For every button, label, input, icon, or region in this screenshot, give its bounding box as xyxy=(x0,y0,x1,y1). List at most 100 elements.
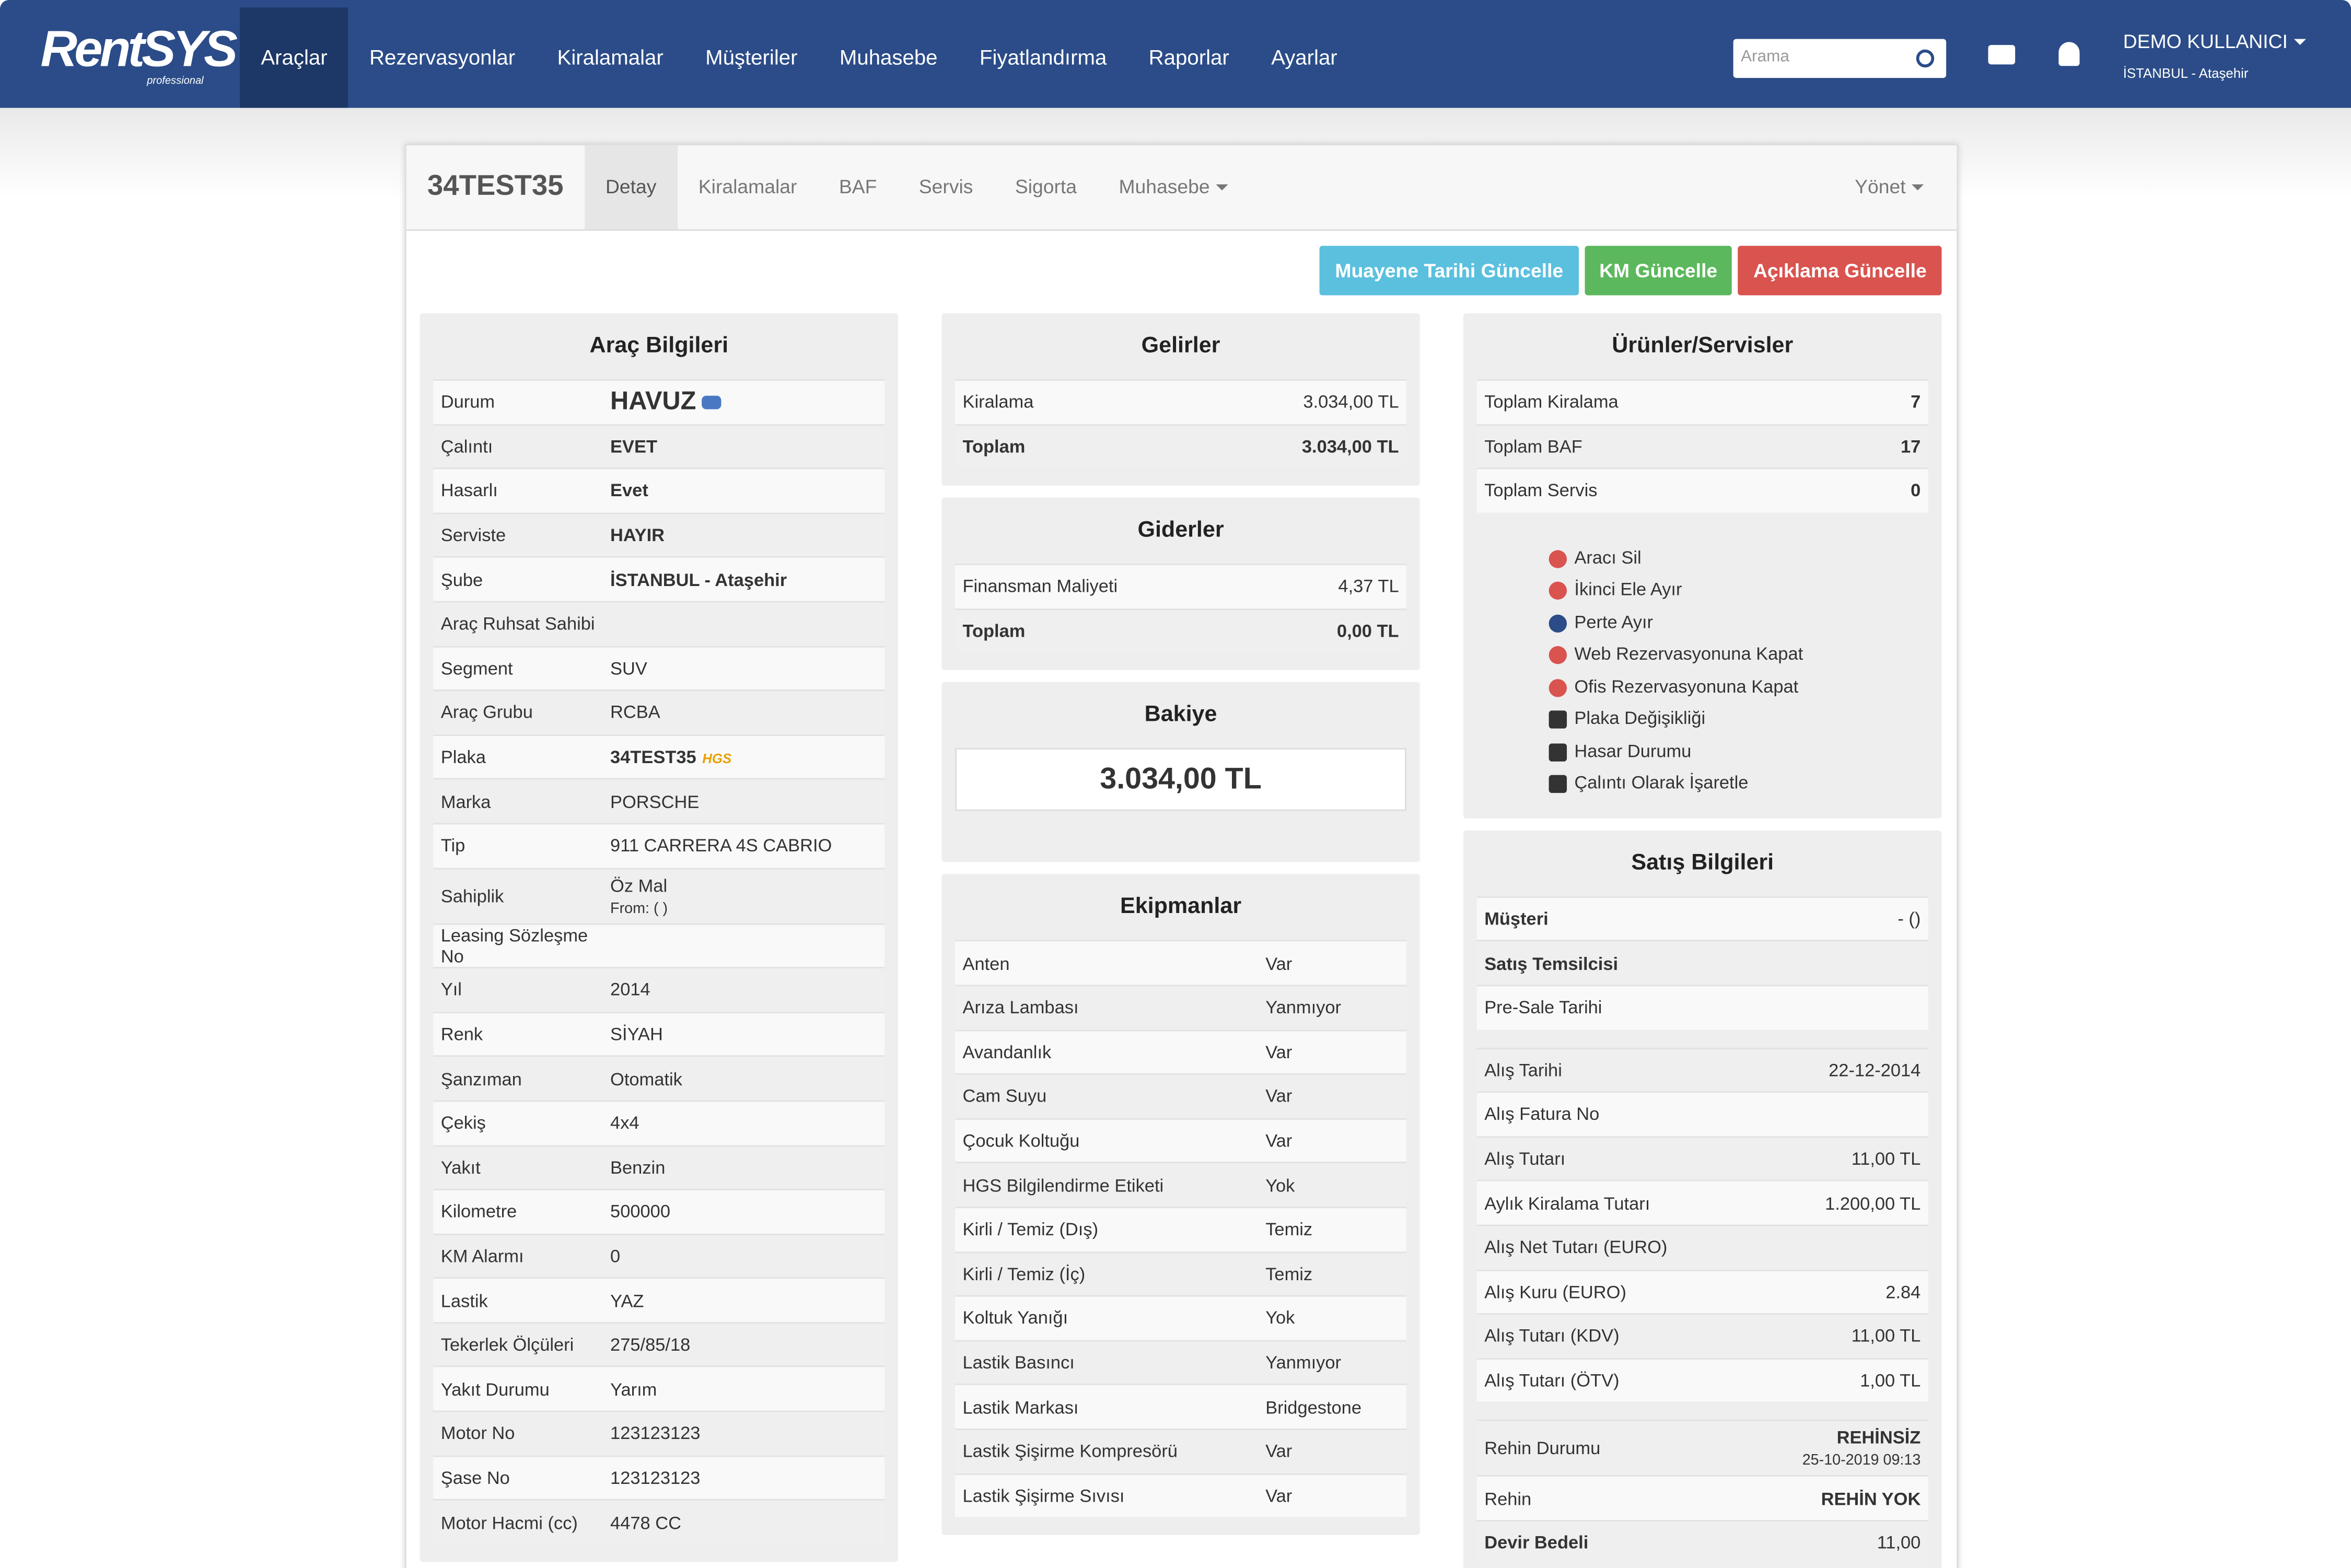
row-label: Cam Suyu xyxy=(962,1086,1047,1107)
logo[interactable]: RentSYS xyxy=(40,21,238,78)
row-value: Otomatik xyxy=(610,1062,877,1095)
row-label: Tip xyxy=(440,835,465,857)
table-row: Segment SUV xyxy=(433,645,885,690)
table-row: Arıza Lambası Yanmıyor xyxy=(955,985,1406,1029)
table-row: Serviste HAYIR xyxy=(433,512,885,557)
row-value: Var xyxy=(1265,1080,1399,1113)
row-value: HAYIR xyxy=(610,519,877,552)
value-text: 11,00 xyxy=(1877,1532,1921,1553)
action-link[interactable]: Perte Ayır xyxy=(1549,607,1928,639)
table-row: Kirli / Temiz (İç) Temiz xyxy=(955,1251,1406,1295)
nav-item[interactable]: Muhasebe xyxy=(839,45,938,69)
row-label: Pre-Sale Tarihi xyxy=(1484,997,1602,1019)
tab[interactable]: Kiralamalar xyxy=(678,145,818,229)
tab[interactable]: BAF xyxy=(818,145,898,229)
row-label: Tekerlek Ölçüleri xyxy=(440,1334,574,1355)
panel-title: Ekipmanlar xyxy=(1120,894,1242,920)
row-label: Durum xyxy=(440,391,495,413)
value-text: SİYAH xyxy=(610,1024,663,1045)
row-value: 17 xyxy=(1703,430,1921,463)
caret xyxy=(1912,184,1924,196)
action-button[interactable]: Muayene Tarihi Güncelle xyxy=(1320,245,1578,296)
value-text: Yok xyxy=(1265,1174,1295,1196)
logo-subtitle: professional xyxy=(147,76,204,87)
table: Kiralama 3.034,00 TL Toplam 3.034,00 TL xyxy=(955,379,1406,468)
table-row: Rehin REHİN YOK xyxy=(1476,1475,1928,1520)
row-label: Lastik Basıncı xyxy=(962,1352,1075,1373)
table-row: Toplam Kiralama 7 xyxy=(1476,379,1928,424)
row-label: Rehin Durumu xyxy=(1484,1438,1601,1459)
table-row: Alış Fatura No xyxy=(1476,1091,1928,1136)
tab[interactable]: Servis xyxy=(898,145,994,229)
row-value: 11,00 xyxy=(1703,1526,1921,1559)
table-row: Şanzıman Otomatik xyxy=(433,1056,885,1101)
row-value: 0 xyxy=(1703,474,1921,507)
value-text: 1.200,00 TL xyxy=(1825,1192,1921,1214)
row-label: Serviste xyxy=(440,524,506,546)
row-label: Lastik Şişirme Sıvısı xyxy=(962,1485,1125,1506)
search-icon[interactable] xyxy=(1916,49,1935,68)
table-row: Çekiş 4x4 xyxy=(433,1100,885,1145)
row-label: Yakıt xyxy=(440,1156,481,1178)
action-link[interactable]: Hasar Durumu xyxy=(1549,735,1928,768)
manage-dropdown[interactable]: Yönet xyxy=(1834,145,1945,229)
action-link[interactable]: Web Rezervasyonuna Kapat xyxy=(1549,639,1928,671)
value-text: 0 xyxy=(1911,480,1921,501)
row-label: Kilometre xyxy=(440,1201,517,1223)
value-text: EVET xyxy=(610,436,658,458)
table-row: Yıl 2014 xyxy=(433,967,885,1012)
user-name[interactable]: DEMO KULLANICI xyxy=(2123,30,2306,52)
table-row: Sahiplik Öz Mal From: ( ) xyxy=(433,867,885,923)
table-row: Kiralama 3.034,00 TL xyxy=(955,379,1406,424)
nav-item[interactable]: Fiyatlandırma xyxy=(979,45,1107,69)
action-link[interactable]: Aracı Sil xyxy=(1549,542,1928,575)
table-row: Kilometre 500000 xyxy=(433,1189,885,1234)
nav-item[interactable]: Rezervasyonlar xyxy=(369,45,516,69)
row-label: Lastik Şişirme Kompresörü xyxy=(962,1441,1178,1462)
row-label: Satış Temsilcisi xyxy=(1484,953,1619,974)
action-text: Plaka Değişikliği xyxy=(1574,708,1706,729)
nav-item[interactable]: Kiralamalar xyxy=(557,45,664,69)
row-label: Şube xyxy=(440,569,483,590)
table-row: Hasarlı Evet xyxy=(433,467,885,512)
table-row: KM Alarmı 0 xyxy=(433,1233,885,1278)
table-row: Motor Hacmi (cc) 4478 CC xyxy=(433,1499,885,1544)
value-text: REHİN YOK xyxy=(1821,1488,1921,1509)
row-label: Çocuk Koltuğu xyxy=(962,1130,1080,1152)
value-text: Yanmıyor xyxy=(1265,1352,1342,1373)
tab[interactable]: Sigorta xyxy=(994,145,1098,229)
row-value: 34TEST35 HGS xyxy=(610,741,877,774)
action-link[interactable]: Ofis Rezervasyonuna Kapat xyxy=(1549,671,1928,704)
value-text: Var xyxy=(1265,1042,1293,1063)
row-value: YAZ xyxy=(610,1284,877,1317)
nav-item[interactable]: Araçlar xyxy=(240,7,348,108)
action-button[interactable]: Açıklama Güncelle xyxy=(1738,245,1942,296)
search-box[interactable]: Arama xyxy=(1733,39,1947,78)
row-value: SUV xyxy=(610,652,877,685)
table-row: Toplam 0,00 TL xyxy=(955,608,1406,653)
row-value: 11,00 TL xyxy=(1703,1320,1921,1353)
action-link[interactable]: Plaka Değişikliği xyxy=(1549,704,1928,736)
row-label: Leasing Sözleşme No xyxy=(440,925,588,967)
panel-title: Satış Bilgileri xyxy=(1631,849,1774,875)
nav-item[interactable]: Müşteriler xyxy=(705,45,798,69)
value-text: 4478 CC xyxy=(610,1512,682,1533)
value-text: HAYIR xyxy=(610,524,665,546)
table-row: Lastik Şişirme Kompresörü Var xyxy=(955,1428,1406,1473)
nav-item[interactable]: Raporlar xyxy=(1148,45,1229,69)
bell-icon[interactable] xyxy=(2058,42,2080,66)
value-text: Var xyxy=(1265,1130,1293,1152)
tab[interactable]: Detay xyxy=(584,145,678,230)
table-row: Leasing Sözleşme No xyxy=(433,922,885,967)
nav-menu: Araçlar Rezervasyonlar Kiralamalar Müşteril… xyxy=(240,7,1358,108)
action-link[interactable]: Çalıntı Olarak İşaretle xyxy=(1549,768,1928,800)
value-text: Bridgestone xyxy=(1265,1396,1362,1418)
action-button[interactable]: KM Güncelle xyxy=(1584,245,1732,296)
row-label: Finansman Maliyeti xyxy=(962,576,1118,598)
action-link[interactable]: İkinci Ele Ayır xyxy=(1549,575,1928,607)
row-value: Var xyxy=(1265,947,1399,980)
row-label: Hasarlı xyxy=(440,480,498,501)
tab[interactable]: Muhasebe xyxy=(1098,145,1249,229)
nav-item[interactable]: Ayarlar xyxy=(1271,45,1337,69)
mail-icon[interactable] xyxy=(1988,45,2016,65)
